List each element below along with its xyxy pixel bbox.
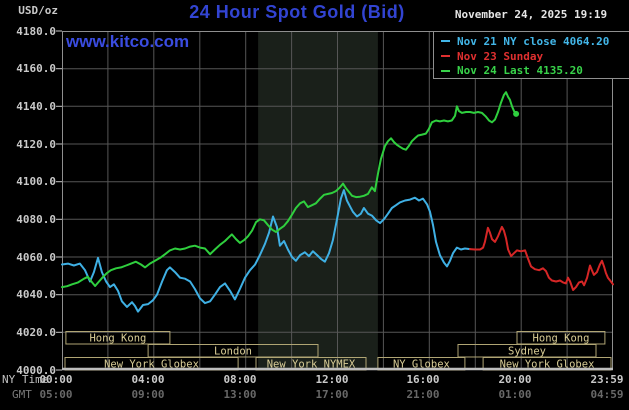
series-line-nov-24-last <box>61 91 518 289</box>
session-label: NY Globex <box>393 359 450 371</box>
y-axis-tick-label: 4000.0 <box>16 364 56 377</box>
ny-time-axis-caption: NY Time <box>2 373 49 386</box>
x-axis-tick-ny: 12:00 <box>315 373 349 386</box>
y-axis-tick-label: 4180.0 <box>16 25 56 38</box>
series-line-nov-23-sunday <box>469 225 614 291</box>
session-label: New York Globex <box>104 359 199 371</box>
y-axis-tick-label: 4060.0 <box>16 251 56 264</box>
session-box <box>65 331 171 345</box>
legend-dash-icon <box>441 40 450 43</box>
x-axis-tick-ny: 00:00 <box>39 373 73 386</box>
x-axis-tick-gmt: 17:00 <box>315 388 349 401</box>
x-axis-tick-ny: 23:59 <box>590 373 624 386</box>
x-axis-tick-gmt: 09:00 <box>131 388 165 401</box>
x-axis-tick-ny: 08:00 <box>223 373 257 386</box>
x-axis-tick-ny: 16:00 <box>406 373 440 386</box>
session-label: Sydney <box>508 346 546 358</box>
chart-timestamp: November 24, 2025 19:19 <box>454 8 608 21</box>
y-axis-tick-label: 4140.0 <box>16 100 56 113</box>
plot-border <box>62 31 629 371</box>
legend-item: Nov 21 NY close 4064.20 <box>441 34 629 49</box>
y-tick-marks <box>56 30 62 371</box>
session-label: London <box>214 346 252 358</box>
x-axis-tick-ny: 04:00 <box>131 373 165 386</box>
gmt-axis-caption: GMT <box>12 388 32 401</box>
x-axis-tick-gmt: 04:59 <box>590 388 624 401</box>
y-axis-tick-label: 4100.0 <box>16 175 56 188</box>
series-line-nov-21-ny-close <box>61 189 471 313</box>
x-axis-tick-gmt: 13:00 <box>223 388 257 401</box>
session-label: Hong Kong <box>89 333 146 345</box>
legend-item: Nov 24 Last 4135.20 <box>441 63 629 78</box>
session-label: New York NYMEX <box>267 359 356 371</box>
y-axis-tick-label: 4040.0 <box>16 288 56 301</box>
y-axis-tick-label: 4020.0 <box>16 326 56 339</box>
legend-dash-icon <box>441 69 450 72</box>
session-label: New York Globex <box>500 359 595 371</box>
legend-dash-icon <box>441 55 450 57</box>
kitco-watermark-link[interactable]: www.kitco.com <box>66 32 190 51</box>
y-axis-tick-label: 4120.0 <box>16 138 56 151</box>
legend-item-label: Nov 21 NY close 4064.20 <box>457 34 610 48</box>
legend-item: Nov 23 Sunday <box>441 49 629 64</box>
legend-item-label: Nov 24 Last 4135.20 <box>457 64 583 78</box>
y-axis-tick-label: 4160.0 <box>16 62 56 75</box>
x-axis-tick-gmt: 01:00 <box>498 388 532 401</box>
x-axis-tick-gmt: 21:00 <box>406 388 440 401</box>
gridlines <box>62 31 613 370</box>
legend: Nov 21 NY close 4064.20 Nov 23 Sunday Nov … <box>433 32 629 79</box>
page-title: 24 Hour Spot Gold (Bid) <box>189 2 405 22</box>
y-axis-units-label: USD/oz <box>18 4 58 17</box>
x-axis-tick-gmt: 05:00 <box>39 388 73 401</box>
x-axis-tick-ny: 20:00 <box>498 373 532 386</box>
y-axis-tick-label: 4080.0 <box>16 213 56 226</box>
last-price-marker <box>513 110 520 117</box>
session-label: Hong Kong <box>533 333 590 345</box>
legend-item-label: Nov 23 Sunday <box>457 49 544 63</box>
